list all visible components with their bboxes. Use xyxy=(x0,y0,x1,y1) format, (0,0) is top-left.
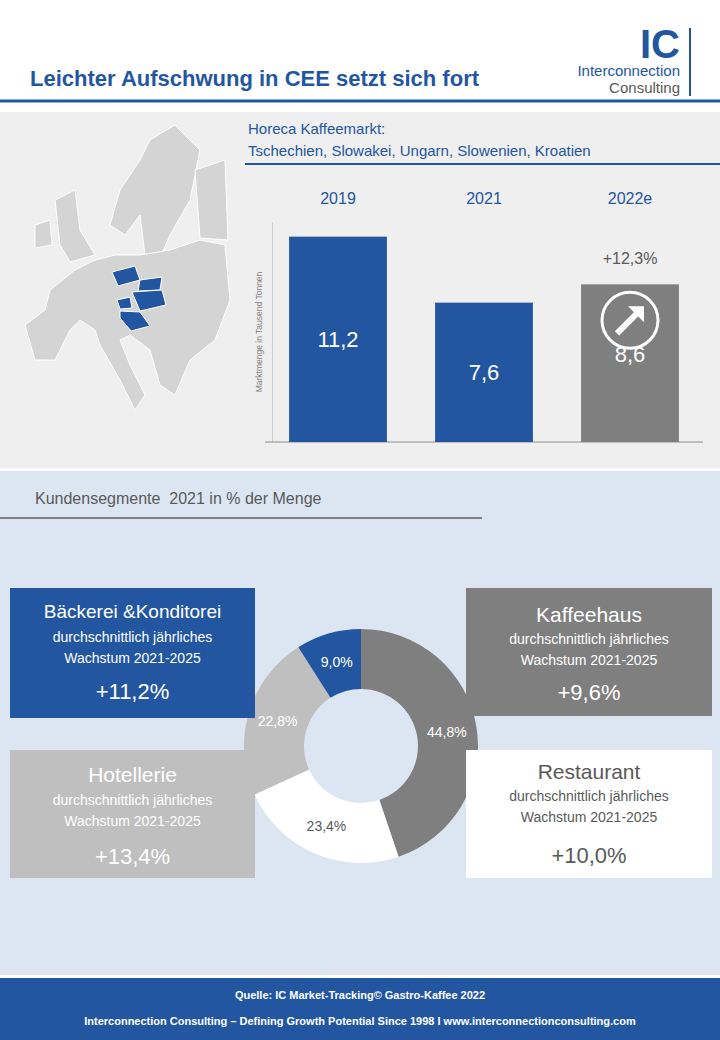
growth-caption: Wachstum 2021-2025 xyxy=(521,652,658,668)
annotation: +12,3% xyxy=(603,250,658,267)
growth-value: +13,4% xyxy=(95,844,170,869)
bottom-panel xyxy=(0,471,720,975)
map-highlight xyxy=(117,297,132,309)
footer-source: Quelle: IC Market-Tracking© Gastro-Kaffe… xyxy=(235,989,485,1001)
trend-icon-circle xyxy=(602,292,658,348)
background xyxy=(0,0,720,1040)
data-label: 9,0% xyxy=(321,654,353,670)
trend-icon-shape xyxy=(617,307,643,333)
x-axis: 2019 2021 2022e xyxy=(266,190,704,207)
trend-icon-stem xyxy=(617,312,638,333)
title-rule xyxy=(245,163,720,165)
chart-subtitle: Tschechien, Slowakei, Ungarn, Slowenien,… xyxy=(248,142,591,159)
map-land xyxy=(25,240,230,410)
map-land xyxy=(35,220,52,248)
x-tick: 2019 xyxy=(320,190,356,207)
top-panel xyxy=(0,112,720,468)
donut: 44,8% 23,4% 22,8% 9,0% xyxy=(244,629,478,863)
x-tick: 2022e xyxy=(608,190,653,207)
slice xyxy=(298,629,361,698)
map-highlight xyxy=(112,266,140,286)
title: Leichter Aufschwung in CEE setzt sich fo… xyxy=(30,66,480,91)
logo-text: Consulting xyxy=(609,79,680,96)
map-highlight xyxy=(120,311,150,331)
growth-caption: Wachstum 2021-2025 xyxy=(521,809,658,825)
map-land xyxy=(110,125,200,258)
growth-caption: Wachstum 2021-2025 xyxy=(64,813,201,829)
map-land xyxy=(55,190,95,262)
growth-caption: durchschnittlich jährliches xyxy=(509,788,669,804)
growth-value: +11,2% xyxy=(96,679,170,704)
segment-name: Bäckerei &Konditorei xyxy=(44,601,221,622)
x-tick-label: 2022e xyxy=(608,190,653,207)
trend-icon xyxy=(602,292,658,348)
map xyxy=(25,125,230,410)
x-tick-label: 2021 xyxy=(466,190,502,207)
chart-title: Kundensegmente 2021 in % der Menge xyxy=(35,490,322,507)
y-axis xyxy=(272,223,274,443)
footer-band xyxy=(0,978,720,1040)
growth-caption: durchschnittlich jährliches xyxy=(53,629,213,645)
y-axis-line xyxy=(272,223,273,443)
segment-name: Kaffeehaus xyxy=(536,603,642,626)
growth-value: +9,6% xyxy=(558,680,621,705)
logo-rule xyxy=(689,28,691,96)
growth-value: +10,0% xyxy=(551,843,626,868)
data-label: 44,8% xyxy=(427,724,467,740)
segment-name: Restaurant xyxy=(538,760,641,783)
growth-caption: durchschnittlich jährliches xyxy=(53,792,213,808)
bar xyxy=(581,284,679,442)
data-label: 7,6 xyxy=(469,360,500,385)
map-highlight xyxy=(138,277,162,291)
x-tick: 2021 xyxy=(466,190,502,207)
logo-text: Interconnection xyxy=(577,62,680,79)
segment-box: Kaffeehaus durchschnittlich jährliches Wac… xyxy=(466,588,712,716)
bars xyxy=(289,237,679,442)
data-label: 23,4% xyxy=(307,818,347,834)
segment-box-bg xyxy=(10,588,255,718)
segment-box-bg xyxy=(10,750,255,878)
growth-caption: Wachstum 2021-2025 xyxy=(64,650,201,666)
segment-box: Hotellerie durchschnittlich jährliches Wac… xyxy=(10,750,255,878)
title-rule xyxy=(0,517,482,519)
segment-box: Bäckerei &Konditorei durchschnittlich jäh… xyxy=(10,588,255,718)
segment-box: Restaurant durchschnittlich jährliches Wac… xyxy=(466,750,712,878)
logo: IC xyxy=(640,22,680,66)
footer-tagline: Interconnection Consulting – Defining Gr… xyxy=(84,1015,636,1027)
data-label: 11,2 xyxy=(317,327,358,352)
chart-title: Horeca Kaffeemarkt: xyxy=(248,120,385,137)
segment-name: Hotellerie xyxy=(88,763,177,786)
y-axis-title: Marktmenge in Tausend Tonnen xyxy=(254,271,264,392)
data-label: 22,8% xyxy=(258,713,298,729)
data-label: 8,6 xyxy=(615,342,646,367)
map-land xyxy=(195,160,228,240)
segment-box-bg xyxy=(466,588,712,716)
map-highlight xyxy=(132,290,166,311)
header-rule xyxy=(0,100,720,103)
x-tick-label: 2019 xyxy=(320,190,356,207)
segment-box-bg xyxy=(466,750,712,878)
growth-caption: durchschnittlich jährliches xyxy=(509,631,669,647)
infographic: Leichter Aufschwung in CEE setzt sich fo… xyxy=(0,0,720,1040)
bar xyxy=(289,237,387,442)
bar xyxy=(435,303,533,442)
